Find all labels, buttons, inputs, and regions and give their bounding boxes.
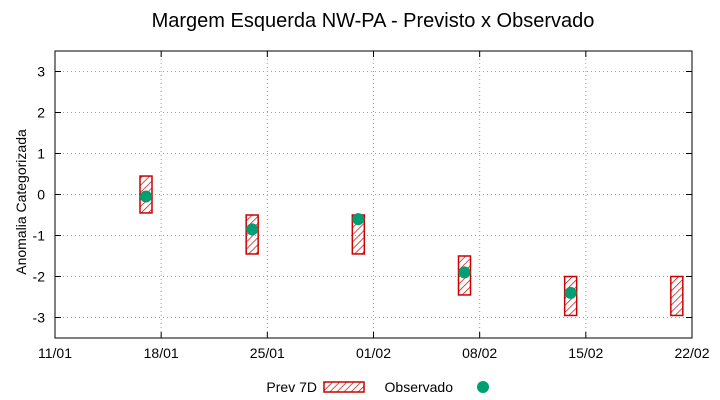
x-tick-label: 11/01 xyxy=(38,345,72,361)
chart-marks xyxy=(139,175,684,317)
y-tick-label: -1 xyxy=(33,228,46,244)
legend-label-prev7d: Prev 7D xyxy=(266,379,317,395)
x-tick-label: 15/02 xyxy=(568,345,603,361)
legend-swatch-observado xyxy=(477,381,489,393)
y-tick-label: 1 xyxy=(37,146,45,162)
observed-point xyxy=(564,286,577,299)
x-tick-label: 25/01 xyxy=(250,345,285,361)
x-tick-label: 18/01 xyxy=(144,345,179,361)
x-tick-label: 22/02 xyxy=(674,345,709,361)
y-axis-label: Anomalia Categorizada xyxy=(13,129,29,275)
chart-title: Margem Esquerda NW-PA - Previsto x Obser… xyxy=(152,10,595,32)
legend-label-observado: Observado xyxy=(385,379,454,395)
observed-point xyxy=(458,266,471,279)
x-tick-label: 08/02 xyxy=(462,345,497,361)
observed-point xyxy=(352,213,365,226)
legend-swatch-prev7d xyxy=(323,381,365,393)
y-tick-label: 0 xyxy=(37,187,45,203)
observed-point xyxy=(140,190,152,203)
x-tick-label: 01/02 xyxy=(356,345,391,361)
y-axis: -3 -2 -1 0 1 2 3 xyxy=(33,64,692,326)
legend: Prev 7D Observado xyxy=(266,379,489,395)
y-tick-label: -2 xyxy=(33,269,46,285)
y-tick-label: 3 xyxy=(37,64,45,80)
y-tick-label: -3 xyxy=(33,310,46,326)
observed-point xyxy=(246,223,259,236)
forecast-range-box xyxy=(670,275,684,317)
x-axis: 11/01 18/01 25/01 01/02 08/02 15/02 22/02 xyxy=(38,51,710,361)
y-tick-label: 2 xyxy=(37,105,45,121)
